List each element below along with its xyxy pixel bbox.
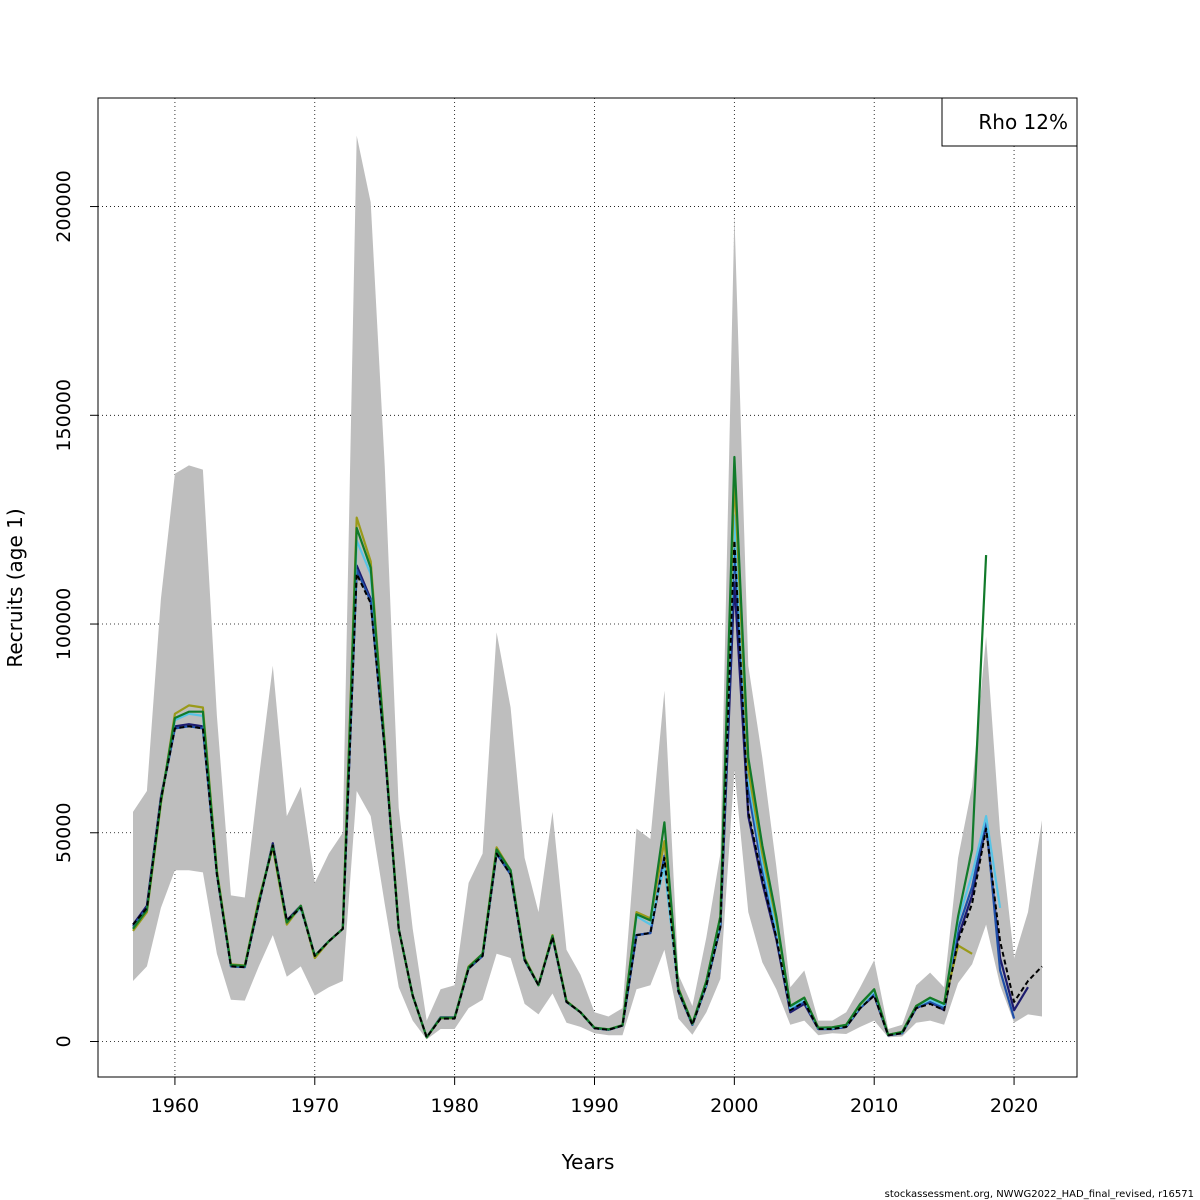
x-tick-label: 1960 xyxy=(151,1095,199,1117)
x-axis: 1960 1970 1980 1990 2000 2010 2020 xyxy=(151,1076,1038,1117)
y-tick-label: 50000 xyxy=(53,803,75,863)
x-tick-label: 2000 xyxy=(710,1095,758,1117)
legend-box xyxy=(941,97,1078,147)
y-tick-label: 150000 xyxy=(53,379,75,452)
y-tick-label: 0 xyxy=(53,1035,75,1047)
y-tick-label: 200000 xyxy=(53,170,75,243)
legend-text: Rho 12% xyxy=(978,110,1068,134)
x-tick-label: 1970 xyxy=(291,1095,339,1117)
confidence-band xyxy=(133,135,1042,1040)
x-tick-label: 1990 xyxy=(570,1095,618,1117)
y-tick-label: 100000 xyxy=(53,588,75,661)
x-tick-label: 2010 xyxy=(850,1095,898,1117)
y-axis-title: Recruits (age 1) xyxy=(3,508,27,667)
confidence-band-layer xyxy=(133,135,1042,1040)
y-axis: 0 50000 100000 150000 200000 xyxy=(53,170,99,1048)
x-tick-label: 2020 xyxy=(990,1095,1038,1117)
series-line-peel xyxy=(132,455,988,1039)
series-line-terminal xyxy=(132,539,1043,1039)
x-tick-label: 1980 xyxy=(430,1095,478,1117)
x-axis-title: Years xyxy=(561,1150,615,1174)
footer-note: stockassessment.org, NWWG2022_HAD_final_… xyxy=(885,1189,1194,1200)
series-layer xyxy=(132,455,1043,1039)
legend: Rho 12% xyxy=(941,97,1078,147)
